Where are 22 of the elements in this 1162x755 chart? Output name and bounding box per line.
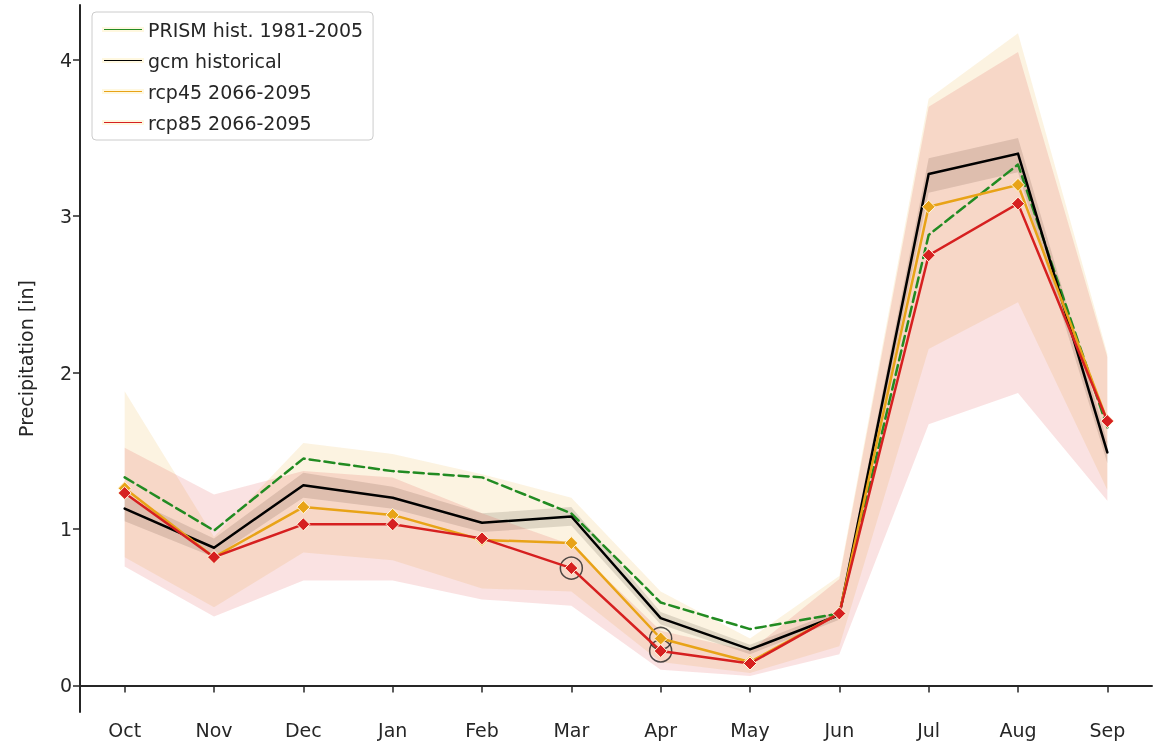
x-tick-label: Feb (465, 718, 499, 741)
x-tick-label: Mar (553, 718, 590, 741)
x-tick-label: Sep (1089, 718, 1126, 741)
y-axis-title: Precipitation [in] (14, 280, 37, 437)
x-tick-label: May (730, 718, 770, 741)
legend-label: rcp85 2066-2095 (148, 111, 312, 134)
x-tick-label: Oct (108, 718, 142, 741)
legend-label: rcp45 2066-2095 (148, 80, 312, 103)
y-tick-label: 2 (59, 361, 72, 384)
x-tick-label: Apr (644, 718, 678, 741)
y-tick-label: 0 (59, 674, 72, 697)
x-tick-label: Aug (999, 718, 1037, 741)
x-tick-label: Dec (284, 718, 322, 741)
y-tick-label: 4 (59, 48, 72, 71)
x-tick-label: Jan (377, 718, 408, 741)
legend-label: PRISM hist. 1981-2005 (148, 18, 364, 41)
x-tick-label: Jul (916, 718, 941, 741)
x-tick-label: Nov (195, 718, 233, 741)
x-tick-label: Jun (823, 718, 855, 741)
y-tick-label: 3 (59, 205, 72, 228)
y-tick-label: 1 (59, 517, 72, 540)
legend-label: gcm historical (148, 49, 282, 72)
